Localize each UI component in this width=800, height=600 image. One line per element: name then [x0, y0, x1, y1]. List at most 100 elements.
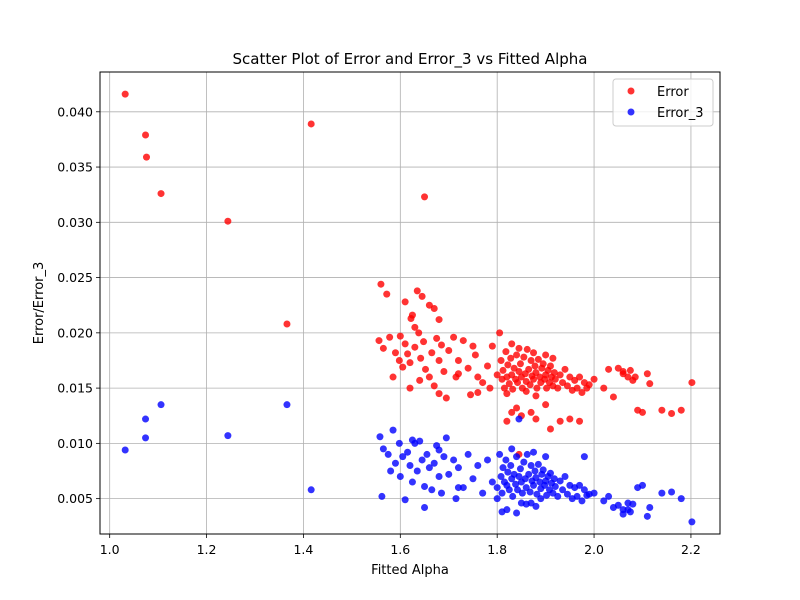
- data-point: [428, 486, 436, 494]
- data-point: [619, 506, 627, 514]
- data-point: [580, 486, 588, 494]
- data-point: [496, 450, 504, 458]
- data-point: [563, 490, 571, 498]
- data-point: [509, 385, 517, 393]
- data-point: [411, 343, 419, 351]
- data-point: [600, 384, 608, 392]
- data-point: [307, 486, 315, 494]
- data-point: [474, 373, 482, 381]
- y-tick-label: 0.020: [57, 325, 93, 340]
- data-point: [514, 379, 522, 387]
- data-point: [566, 415, 574, 423]
- data-point: [530, 375, 538, 383]
- data-point: [518, 489, 526, 497]
- data-point: [520, 458, 528, 466]
- data-point: [435, 446, 443, 454]
- data-point: [404, 448, 412, 456]
- data-point: [499, 464, 507, 472]
- data-point: [386, 333, 394, 341]
- data-point: [515, 415, 523, 423]
- data-point: [668, 410, 676, 418]
- data-point: [283, 401, 291, 409]
- data-point: [387, 467, 395, 475]
- data-point: [614, 501, 622, 509]
- data-point: [307, 120, 315, 128]
- x-tick-label: 1.2: [197, 542, 217, 557]
- data-point: [224, 432, 232, 440]
- data-point: [551, 375, 559, 383]
- data-point: [416, 437, 424, 445]
- data-point: [493, 495, 501, 503]
- data-point: [454, 356, 462, 364]
- data-point: [464, 450, 472, 458]
- data-point: [435, 473, 443, 481]
- data-point: [497, 356, 505, 364]
- x-tick-label: 1.6: [390, 542, 410, 557]
- data-point: [401, 298, 409, 306]
- data-point: [556, 371, 564, 379]
- data-point: [379, 344, 387, 352]
- data-point: [399, 453, 407, 461]
- data-point: [639, 408, 646, 416]
- data-point: [525, 365, 533, 373]
- data-point: [576, 373, 584, 381]
- data-point: [534, 460, 542, 468]
- data-point: [526, 381, 534, 389]
- data-point: [378, 492, 386, 500]
- data-point: [508, 340, 516, 348]
- data-point: [452, 495, 460, 503]
- data-point: [554, 384, 562, 392]
- data-point: [442, 394, 450, 402]
- data-point: [513, 404, 521, 412]
- series-error-3: [121, 401, 696, 526]
- data-point: [508, 445, 516, 453]
- data-point: [435, 316, 443, 324]
- data-point: [559, 486, 567, 494]
- data-point: [576, 417, 584, 425]
- data-point: [375, 337, 383, 345]
- data-point: [522, 387, 530, 395]
- series-error: [121, 90, 696, 458]
- x-tick-label: 1.8: [487, 542, 507, 557]
- data-point: [646, 503, 654, 511]
- x-axis-label: Fitted Alpha: [371, 563, 449, 578]
- data-point: [498, 508, 506, 516]
- data-point: [639, 481, 646, 489]
- data-point: [576, 481, 584, 489]
- data-point: [283, 320, 291, 328]
- data-point: [454, 464, 462, 472]
- y-tick-label: 0.030: [57, 215, 93, 230]
- data-point: [550, 475, 558, 483]
- data-point: [418, 292, 426, 300]
- data-point: [377, 280, 385, 288]
- legend-box: [612, 78, 714, 127]
- data-point: [668, 488, 676, 496]
- data-point: [430, 459, 438, 467]
- data-point: [658, 489, 666, 497]
- data-point: [384, 450, 392, 458]
- data-point: [643, 370, 651, 378]
- data-point: [527, 408, 535, 416]
- data-point: [688, 379, 696, 387]
- data-point: [515, 368, 523, 376]
- data-point: [422, 365, 429, 373]
- data-point: [454, 370, 462, 378]
- data-point: [508, 408, 516, 416]
- data-point: [554, 492, 562, 500]
- data-point: [551, 482, 559, 490]
- data-point: [539, 466, 547, 474]
- y-tick-label: 0.025: [57, 270, 93, 285]
- data-point: [408, 478, 416, 486]
- data-point: [513, 351, 521, 359]
- x-tick-label: 1.0: [100, 542, 120, 557]
- data-point: [512, 480, 520, 488]
- data-point: [516, 465, 524, 473]
- data-point: [619, 370, 627, 378]
- data-point: [413, 287, 421, 295]
- data-point: [445, 470, 453, 478]
- data-point: [507, 354, 515, 362]
- data-point: [417, 354, 425, 362]
- data-point: [525, 470, 533, 478]
- data-point: [395, 439, 403, 447]
